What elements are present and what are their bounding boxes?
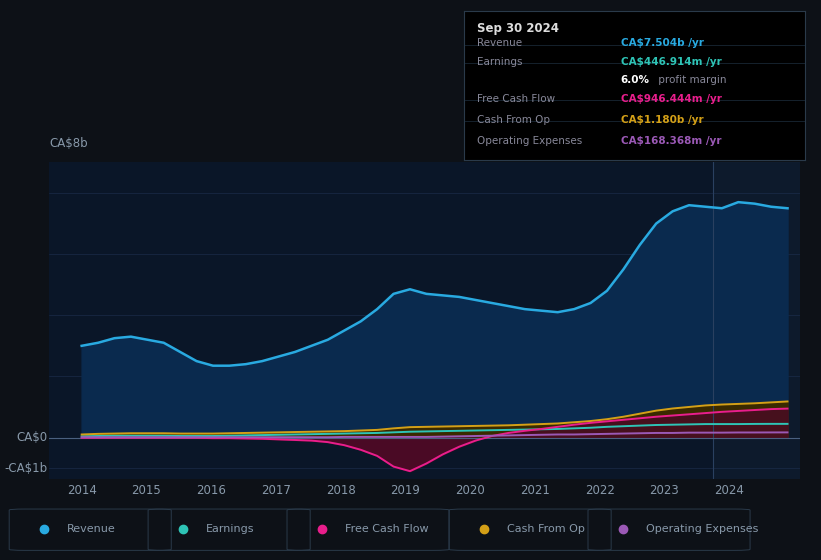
Text: CA$1.180b /yr: CA$1.180b /yr	[621, 115, 704, 125]
Text: Free Cash Flow: Free Cash Flow	[345, 524, 429, 534]
Text: Cash From Op: Cash From Op	[507, 524, 585, 534]
Text: CA$446.914m /yr: CA$446.914m /yr	[621, 57, 722, 67]
Text: Earnings: Earnings	[206, 524, 255, 534]
Text: Revenue: Revenue	[478, 38, 523, 48]
Bar	[713, 162, 800, 479]
Text: Sep 30 2024: Sep 30 2024	[478, 22, 559, 35]
Text: 6.0%: 6.0%	[621, 75, 649, 85]
Text: profit margin: profit margin	[654, 75, 726, 85]
Text: CA$7.504b /yr: CA$7.504b /yr	[621, 38, 704, 48]
Text: Operating Expenses: Operating Expenses	[646, 524, 759, 534]
Text: CA$8b: CA$8b	[49, 137, 88, 150]
Text: Revenue: Revenue	[67, 524, 116, 534]
Text: CA$168.368m /yr: CA$168.368m /yr	[621, 136, 721, 146]
Text: CA$946.444m /yr: CA$946.444m /yr	[621, 94, 722, 104]
Text: Earnings: Earnings	[478, 57, 523, 67]
Text: CA$0: CA$0	[16, 431, 47, 444]
Text: Cash From Op: Cash From Op	[478, 115, 551, 125]
Text: Operating Expenses: Operating Expenses	[478, 136, 583, 146]
Text: Free Cash Flow: Free Cash Flow	[478, 94, 556, 104]
Text: -CA$1b: -CA$1b	[4, 461, 47, 475]
